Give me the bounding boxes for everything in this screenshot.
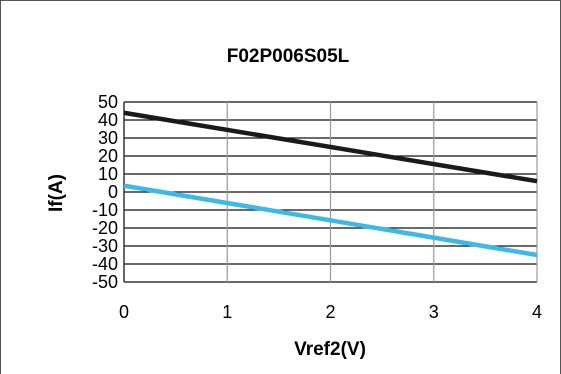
y-tick-label: 50 xyxy=(98,92,118,112)
series-line-2 xyxy=(123,183,538,258)
y-tick-label: -40 xyxy=(92,254,118,274)
series-line-1 xyxy=(123,110,538,184)
x-tick-label: 0 xyxy=(119,302,129,322)
chart-title: F02P006S05L xyxy=(227,46,350,67)
y-tick-label: -50 xyxy=(92,272,118,292)
x-tick-label: 4 xyxy=(532,302,542,322)
y-tick-label: 30 xyxy=(98,128,118,148)
y-axis-label: If(A) xyxy=(46,174,67,212)
x-axis-label: Vref2(V) xyxy=(294,339,366,360)
y-tick-label: 40 xyxy=(98,110,118,130)
series-lines xyxy=(123,110,538,258)
x-tick-label: 2 xyxy=(325,302,335,322)
y-tick-label: 0 xyxy=(108,182,118,202)
grid xyxy=(123,101,538,283)
y-tick-label: 20 xyxy=(98,146,118,166)
y-tick-label: -20 xyxy=(92,218,118,238)
x-axis-ticks: 0 1 2 3 4 xyxy=(119,302,542,322)
x-tick-label: 1 xyxy=(222,302,232,322)
y-tick-label: -10 xyxy=(92,200,118,220)
y-tick-label: -30 xyxy=(92,236,118,256)
y-tick-label: 10 xyxy=(98,164,118,184)
x-tick-label: 3 xyxy=(429,302,439,322)
